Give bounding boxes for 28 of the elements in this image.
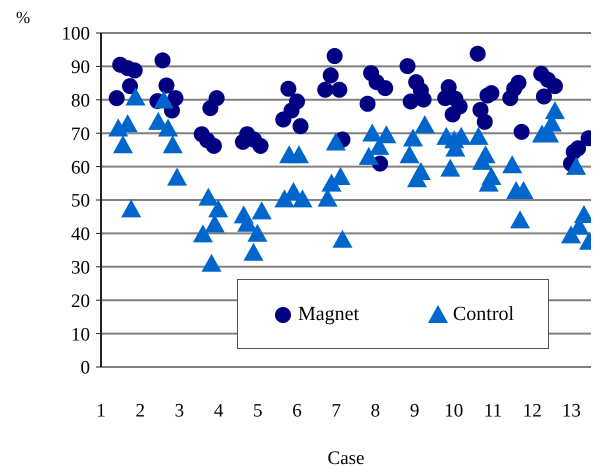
legend-label: Control (452, 302, 514, 326)
x-tick-label: 1 (96, 400, 106, 422)
y-tick-label: 30 (71, 258, 90, 279)
y-tick-label: 50 (71, 190, 90, 212)
y-tick-label: 60 (71, 157, 90, 178)
x-tick-label: 4 (214, 400, 224, 422)
y-tick-label: 20 (71, 290, 90, 312)
y-tick-label: 100 (62, 24, 90, 45)
x-axis-title: Case (328, 448, 364, 466)
y-tick-label: 80 (71, 90, 90, 112)
y-tick-label: 70 (71, 124, 90, 145)
y-tick-label: 10 (71, 324, 90, 346)
x-tick-label: 6 (292, 400, 302, 422)
legend-label: Magnet (298, 302, 360, 326)
x-tick-label: 8 (370, 400, 380, 422)
x-tick-label: 10 (444, 400, 464, 422)
x-tick-label: 9 (410, 400, 420, 422)
y-axis-title: % (16, 8, 30, 28)
x-tick-label: 5 (253, 400, 263, 422)
y-tick-label: 40 (71, 224, 90, 246)
y-tick-label: 0 (80, 358, 90, 379)
x-tick-label: 2 (135, 400, 145, 422)
x-tick-label: 13 (562, 400, 581, 422)
y-tick-label: 90 (71, 57, 90, 78)
x-tick-label: 11 (484, 400, 502, 422)
x-tick-label: 12 (522, 400, 542, 422)
x-tick-label: 3 (174, 400, 184, 422)
x-tick-label: 7 (331, 400, 341, 422)
